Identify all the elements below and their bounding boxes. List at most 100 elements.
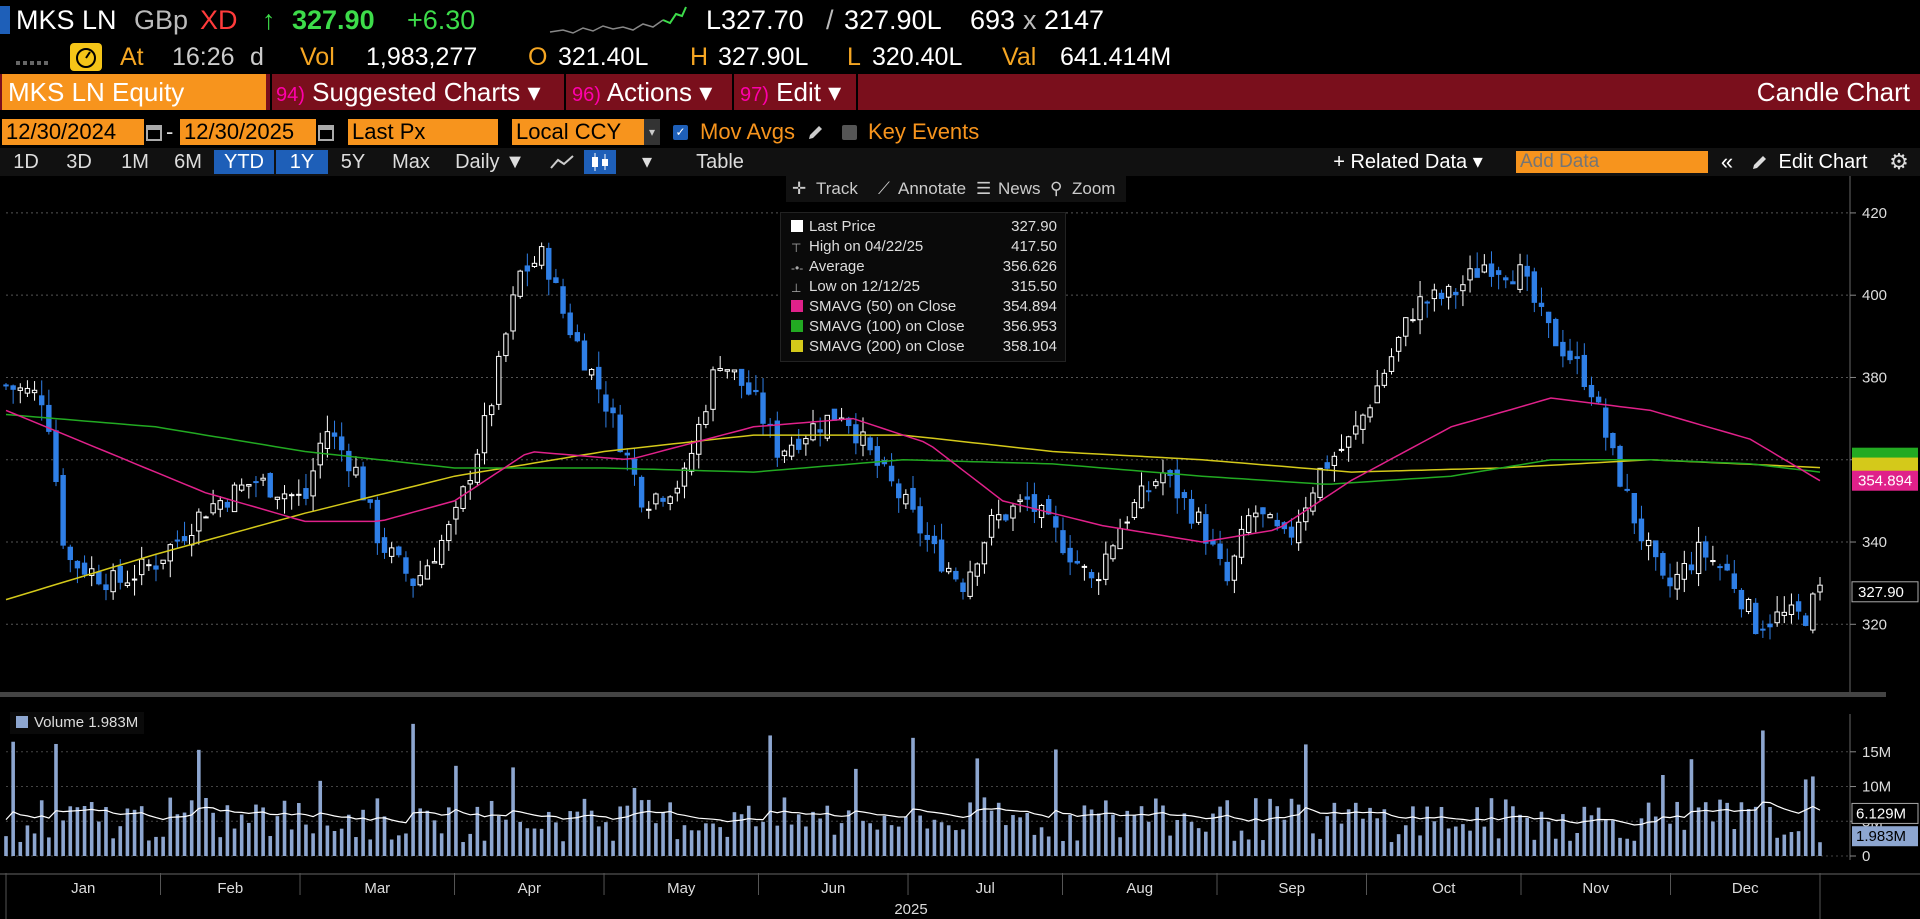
suggested-charts-menu[interactable]: 94) Suggested Charts ▾ [276, 74, 562, 110]
period-5y-button[interactable]: 5Y [340, 151, 366, 173]
volume-bar [604, 822, 608, 856]
period-1d-button[interactable]: 1D [13, 151, 39, 173]
candle-body [167, 544, 173, 562]
volume-bar [768, 735, 772, 856]
news-button[interactable]: News [998, 179, 1041, 198]
related-data-button[interactable]: + Related Data ▾ [1333, 151, 1483, 173]
volume-bar [168, 797, 173, 856]
candle-body [1345, 436, 1352, 448]
pane-splitter[interactable] [0, 692, 1886, 697]
volume-bar [761, 821, 765, 856]
news-icon[interactable]: ☰ [976, 179, 992, 198]
edit-menu[interactable]: 97) Edit ▾ [740, 74, 858, 110]
menu-divider [732, 74, 734, 110]
pencil-icon[interactable] [806, 124, 824, 142]
month-label: Sep [1278, 880, 1305, 897]
volume-bar [704, 823, 708, 856]
line-chart-icon[interactable] [548, 153, 576, 171]
security-field[interactable]: MKS LN Equity [2, 74, 266, 110]
candle-body [553, 277, 559, 283]
volume-bar [396, 835, 401, 856]
volume-bar [1575, 832, 1579, 856]
add-data-input[interactable] [1516, 151, 1708, 173]
volume-bar [1546, 821, 1551, 856]
high-marker-icon: ⊤ [791, 241, 802, 255]
frequency-select[interactable]: Daily ▼ [455, 151, 525, 173]
candle-body [938, 539, 945, 572]
table-button[interactable]: Table [696, 151, 744, 173]
chart-style-dropdown-icon[interactable]: ▾ [641, 151, 653, 173]
pencil-icon[interactable] [1750, 154, 1768, 172]
key-events-checkbox[interactable] [842, 125, 857, 140]
candle-body [996, 514, 1002, 521]
candle-body [1310, 492, 1316, 512]
volume-legend[interactable]: Volume 1.983M [10, 712, 145, 734]
volume-bar [1553, 838, 1558, 856]
zoom-button[interactable]: Zoom [1072, 179, 1116, 198]
actions-menu[interactable]: 96) Actions ▾ [572, 74, 726, 110]
start-date-input[interactable]: 12/30/2024 [2, 119, 144, 145]
gear-icon[interactable]: ⚙ [1889, 149, 1909, 174]
mov-avgs-label[interactable]: Mov Avgs [700, 119, 795, 144]
edit-chart-button[interactable]: Edit Chart [1778, 151, 1868, 173]
volume-bar [1682, 829, 1687, 856]
ticker[interactable]: MKS LN [16, 5, 117, 35]
volume-bar [1353, 802, 1358, 856]
volume-bar [1496, 838, 1501, 856]
period-1m-button[interactable]: 1M [121, 151, 149, 173]
period-3d-button[interactable]: 3D [66, 151, 92, 173]
volume-bar [1789, 832, 1794, 856]
volume-bar [889, 825, 894, 856]
candle-body [453, 506, 459, 520]
currency-dropdown-icon[interactable]: ▾ [644, 119, 660, 145]
volume-tick-label: 10M [1862, 779, 1891, 796]
candle-body [788, 444, 795, 457]
period-max-button[interactable]: Max [392, 151, 430, 173]
calendar-icon[interactable] [318, 123, 334, 141]
candle-body [488, 405, 495, 416]
zoom-icon[interactable]: ⚲ [1050, 179, 1063, 198]
volume-bar [268, 836, 273, 856]
period-ytd-button[interactable]: YTD [214, 150, 274, 174]
currency-select[interactable]: Local CCY [512, 119, 644, 145]
average-marker-icon: -•- [791, 261, 804, 275]
volume-bar [596, 826, 601, 856]
period-6m-button[interactable]: 6M [174, 151, 202, 173]
chart-legend[interactable]: Last Price 327.90 ⊤ High on 04/22/25 417.50… [780, 212, 1066, 362]
candle-body [703, 411, 709, 425]
chart-tools: ✛ Track ⟋ Annotate ☰ News ⚲ Zoom [786, 176, 1126, 202]
sma50-price-tag: 354.894 [1858, 473, 1912, 490]
annotate-button[interactable]: Annotate [898, 179, 967, 198]
bid-size: 693 [970, 5, 1016, 35]
volume-bar [432, 820, 437, 856]
end-date-input[interactable]: 12/30/2025 [180, 119, 316, 145]
volume-bar [1125, 810, 1130, 856]
volume-bar [89, 802, 94, 856]
candle-body [224, 501, 231, 508]
candle-chart-icon[interactable] [584, 150, 616, 174]
mov-avgs-checkbox[interactable]: ✓ [673, 125, 688, 140]
candle-body [1645, 539, 1652, 547]
period-1y-button[interactable]: 1Y [276, 150, 328, 174]
candle-body [1381, 372, 1388, 386]
calendar-icon[interactable] [146, 123, 162, 141]
candle-body [181, 536, 188, 542]
price-field-select[interactable]: Last Px [348, 119, 498, 145]
collapse-icon[interactable]: « [1720, 149, 1734, 174]
volume-last-tag: 1.983M [1856, 828, 1906, 845]
volume-bar [175, 814, 180, 856]
track-button[interactable]: Track [816, 179, 858, 198]
candle-body [246, 484, 252, 487]
value-label: Val [1002, 43, 1037, 71]
volume-bar [1054, 749, 1058, 856]
volume-bar [589, 810, 594, 856]
volume-bar [111, 838, 115, 856]
key-events-label[interactable]: Key Events [868, 119, 980, 144]
candle-body [1588, 384, 1595, 398]
candle-body [160, 559, 166, 564]
gauge-icon[interactable] [70, 43, 102, 71]
annotate-icon[interactable]: ⟋ [878, 179, 890, 198]
crosshair-icon[interactable]: ✛ [792, 179, 807, 198]
volume-bar [125, 808, 130, 856]
